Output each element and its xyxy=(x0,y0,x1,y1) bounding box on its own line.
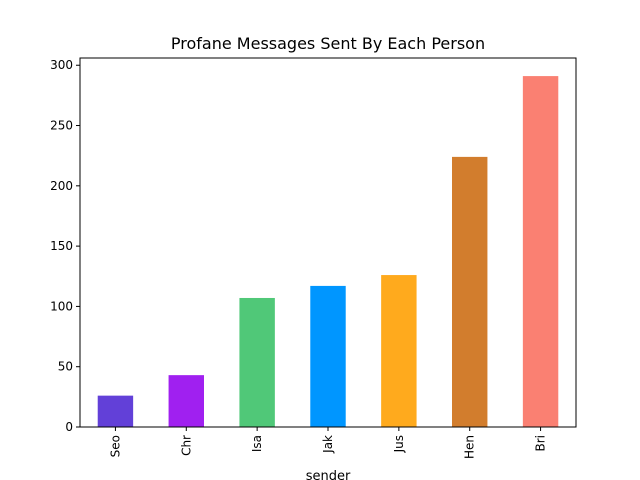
bar-isa xyxy=(239,297,275,427)
y-tick-label: 50 xyxy=(58,360,73,374)
y-tick-label: 300 xyxy=(50,58,73,72)
y-tick-label: 250 xyxy=(50,119,73,133)
plot-frame xyxy=(79,57,577,428)
y-axis: 0 50 100 150 200 250 300 xyxy=(50,58,80,434)
bar-jak xyxy=(310,285,346,427)
x-tick-label: Isa xyxy=(250,435,264,452)
x-tick-label: Bri xyxy=(534,435,548,452)
chart-title: Profane Messages Sent By Each Person xyxy=(171,34,485,53)
y-tick-label: 150 xyxy=(50,239,73,253)
x-tick-label: Seo xyxy=(108,435,122,457)
x-axis-label: sender xyxy=(306,469,351,480)
x-tick-label: Jak xyxy=(321,435,335,454)
y-tick-label: 0 xyxy=(65,420,73,434)
x-tick-label: Hen xyxy=(463,435,477,459)
x-axis: Seo Chr Isa Jak Jus Hen Bri xyxy=(108,427,548,459)
bar-seo xyxy=(97,395,134,427)
y-tick-label: 200 xyxy=(50,179,73,193)
bar-bri xyxy=(522,76,559,428)
x-tick-label: Chr xyxy=(179,435,193,456)
x-tick-label: Jus xyxy=(392,435,406,453)
bar-hen xyxy=(452,156,488,427)
bars-group xyxy=(97,76,559,428)
bar-jus xyxy=(381,275,417,427)
y-tick-label: 100 xyxy=(50,299,73,313)
bar-chr xyxy=(168,375,204,427)
